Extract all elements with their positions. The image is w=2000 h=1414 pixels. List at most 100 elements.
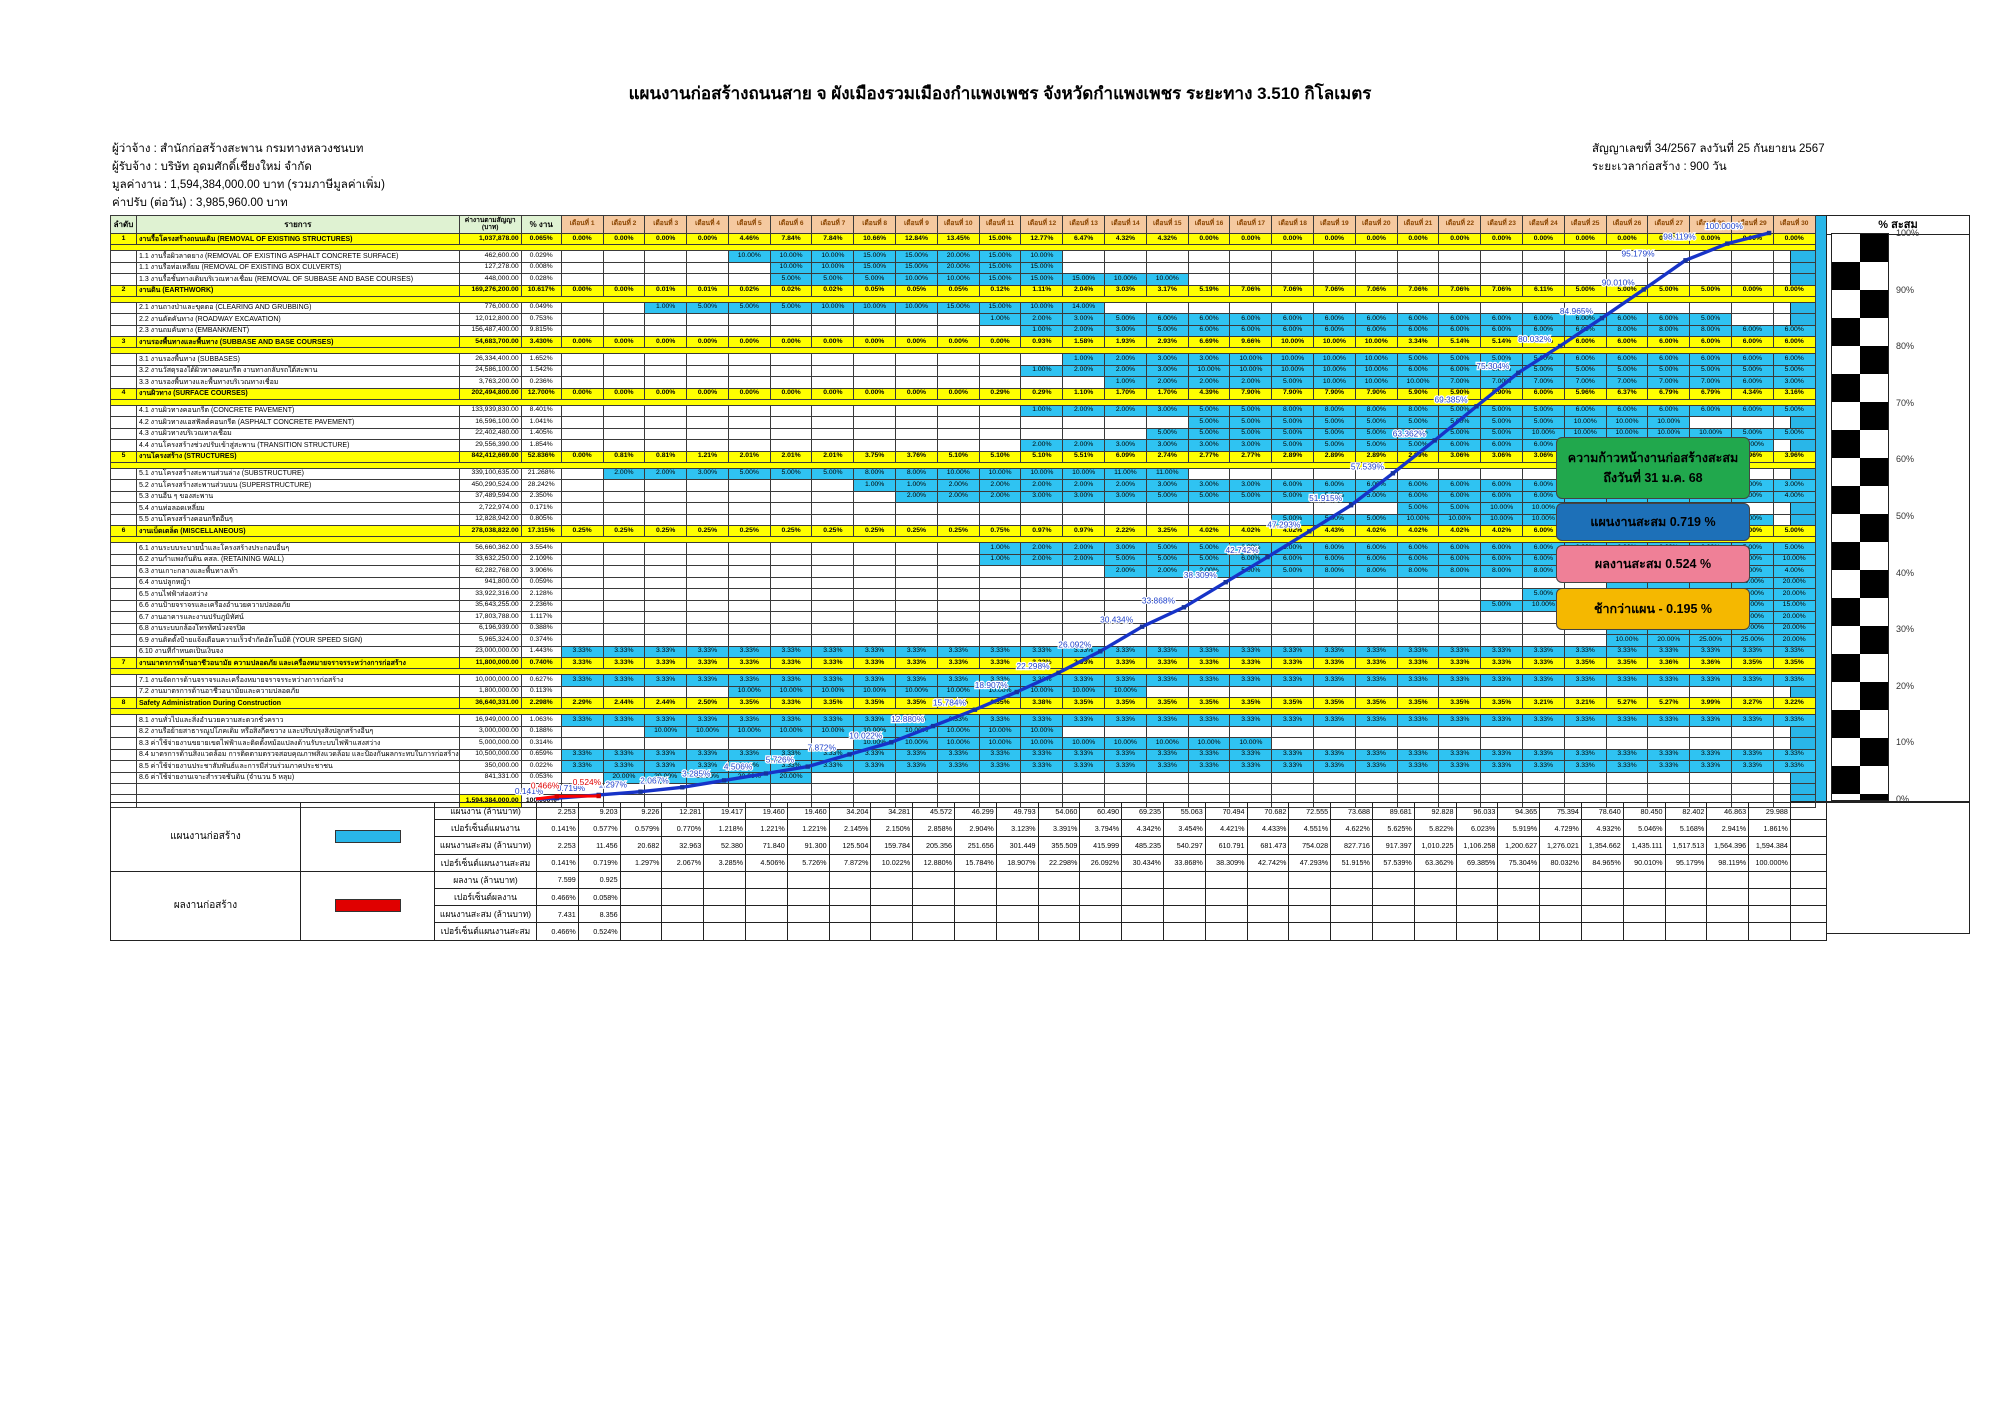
matrix-cell: [686, 513, 729, 526]
matrix-cell-scheduled: 3.33%: [560, 748, 604, 761]
matrix-cell: [644, 611, 688, 624]
matrix-cell-scheduled: 5.00%: [1396, 427, 1440, 440]
matrix-cell: [1689, 783, 1733, 795]
summary-value-cell: [953, 905, 997, 924]
matrix-cell: 0.81%: [644, 450, 688, 463]
matrix-cell: [853, 576, 897, 589]
matrix-cell-scheduled: 3.33%: [686, 748, 729, 761]
matrix-cell-scheduled: 5.00%: [1313, 439, 1356, 452]
summary-value-cell: [1789, 819, 1827, 838]
matrix-cell-scheduled: 6.00%: [1731, 324, 1774, 337]
table-row-sub: 8.1 งานทั่วไปและสิ่งอำนวยความสะดวกชั่วคร…: [110, 714, 1816, 727]
matrix-cell: [1605, 250, 1649, 263]
matrix-cell-scheduled: 3.33%: [769, 645, 813, 658]
matrix-cell: [1438, 588, 1482, 601]
matrix-cell: [1396, 685, 1440, 698]
matrix-cell: 0.00%: [560, 233, 604, 245]
matrix-cell-scheduled: 6.00%: [1563, 313, 1607, 326]
summary-value-cell: [1789, 801, 1827, 821]
matrix-cell: [895, 576, 938, 589]
matrix-cell: 3.27%: [1731, 697, 1774, 709]
matrix-cell: [1438, 273, 1482, 286]
matrix-cell: 0.01%: [686, 284, 729, 297]
matrix-cell: [1480, 576, 1524, 589]
matrix-cell: [602, 301, 646, 314]
matrix-cell: [560, 622, 604, 635]
matrix-cell: [978, 588, 1022, 601]
matrix-cell-scheduled: 2.00%: [978, 479, 1022, 492]
month-header-3: เดือนที่ 3: [644, 215, 688, 234]
matrix-cell: [1062, 250, 1106, 263]
matrix-cell-scheduled: 3.33%: [1104, 645, 1147, 658]
matrix-cell-scheduled: 2.00%: [1229, 376, 1273, 389]
matrix-cell-scheduled: 6.00%: [1354, 542, 1398, 555]
matrix-cell: 0.25%: [936, 525, 980, 537]
matrix-cell-scheduled: 20.00%: [1647, 634, 1691, 647]
matrix-cell: 0.00%: [686, 336, 729, 348]
matrix-cell: [978, 324, 1022, 337]
matrix-cell: [1354, 599, 1398, 612]
matrix-cell-scheduled: 10.00%: [936, 737, 980, 750]
matrix-cell: 0.00%: [602, 284, 646, 297]
matrix-cell: [1396, 467, 1440, 480]
matrix-cell: 15.00%: [978, 233, 1022, 245]
matrix-cell: 4.32%: [1145, 233, 1189, 245]
matrix-cell-scheduled: 3.33%: [1229, 748, 1273, 761]
matrix-cell-scheduled: 3.33%: [1522, 714, 1565, 727]
matrix-cell-scheduled: 1.00%: [1104, 376, 1147, 389]
matrix-cell: [644, 634, 688, 647]
matrix-cell-scheduled: 8.00%: [1271, 404, 1315, 417]
matrix-cell-scheduled: 3.33%: [895, 748, 938, 761]
matrix-cell: 0.25%: [895, 525, 938, 537]
matrix-cell: [811, 634, 855, 647]
matrix-cell-scheduled: 10.00%: [1020, 250, 1064, 263]
summary-value-cell: [661, 870, 705, 889]
matrix-cell: [1271, 502, 1315, 515]
matrix-cell-scheduled: 10.00%: [769, 685, 813, 698]
summary-value-cell: 0.770%: [661, 819, 705, 838]
matrix-cell-scheduled: 1.00%: [978, 542, 1022, 555]
matrix-cell: [1438, 467, 1482, 480]
matrix-cell: 0.00%: [1772, 284, 1816, 297]
matrix-cell-scheduled: 20.00%: [727, 771, 771, 784]
matrix-cell-scheduled: 15.00%: [895, 261, 938, 274]
matrix-cell: [602, 576, 646, 589]
matrix-cell-scheduled: 5.00%: [1354, 490, 1398, 503]
matrix-cell: 7.90%: [1271, 387, 1315, 400]
matrix-cell: [769, 622, 813, 635]
matrix-cell: [560, 490, 604, 503]
matrix-cell: 3.33%: [1187, 657, 1231, 669]
matrix-cell-scheduled: 6.00%: [1522, 313, 1565, 326]
matrix-cell-scheduled: 3.33%: [1104, 674, 1147, 687]
matrix-cell-scheduled: 3.33%: [644, 645, 688, 658]
matrix-cell-scheduled: 5.00%: [1104, 553, 1147, 566]
matrix-cell: [1271, 588, 1315, 601]
matrix-cell: [811, 737, 855, 750]
summary-value-cell: [1413, 887, 1457, 907]
month-header-7: เดือนที่ 7: [811, 215, 855, 234]
summary-value-cell: [1539, 905, 1582, 924]
matrix-cell: [560, 324, 604, 337]
matrix-cell-scheduled: 6.00%: [1772, 324, 1816, 337]
matrix-cell-scheduled: 6.00%: [1396, 553, 1440, 566]
matrix-cell: [936, 324, 980, 337]
matrix-cell-scheduled: 6.00%: [1689, 404, 1733, 417]
summary-value-cell: 11.456: [577, 836, 621, 855]
matrix-cell-scheduled: 8.00%: [1438, 565, 1482, 578]
matrix-cell-scheduled: 8.00%: [1396, 404, 1440, 417]
matrix-cell-scheduled: 15.00%: [1772, 599, 1816, 612]
matrix-cell-scheduled: 3.33%: [1313, 674, 1356, 687]
matrix-cell-scheduled: 5.00%: [1438, 416, 1482, 429]
matrix-cell: 7.84%: [769, 233, 813, 245]
matrix-cell: [811, 427, 855, 440]
matrix-cell-scheduled: 3.00%: [1772, 376, 1816, 389]
matrix-cell: [727, 576, 771, 589]
matrix-cell-scheduled: 3.33%: [1271, 748, 1315, 761]
matrix-cell: 4.39%: [1187, 387, 1231, 400]
matrix-cell: 0.00%: [895, 387, 938, 400]
matrix-cell-scheduled: 10.00%: [1271, 353, 1315, 366]
summary-value-cell: [1079, 870, 1123, 889]
matrix-cell: [811, 376, 855, 389]
matrix-cell-scheduled: 3.33%: [1480, 760, 1524, 773]
summary-value-cell: 5.168%: [1664, 819, 1708, 838]
